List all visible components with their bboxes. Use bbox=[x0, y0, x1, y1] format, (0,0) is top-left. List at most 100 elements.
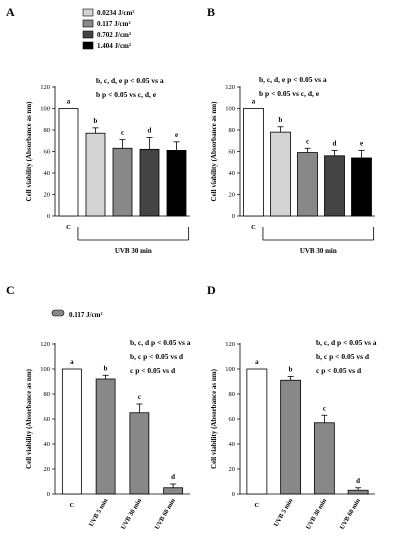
y-tick-label: 20 bbox=[44, 466, 51, 473]
y-tick-label: 0 bbox=[47, 491, 50, 498]
stat-annotation: b, c, d p < 0.05 vs a bbox=[130, 338, 191, 347]
legend-label-4: 1.404 J/cm² bbox=[97, 42, 131, 50]
category-label: C bbox=[66, 224, 71, 231]
chart-panel-c: 0 20 40 60 80 100 120 Cell viability (Absorbanc… bbox=[25, 338, 191, 531]
panel-letter-c: C bbox=[6, 283, 15, 297]
legend-swatch-2 bbox=[82, 19, 94, 28]
stat-annotation: b, c, d, e p < 0.05 vs a bbox=[259, 75, 327, 84]
bar-label: d bbox=[171, 473, 175, 481]
y-tick-label: 100 bbox=[40, 106, 50, 113]
bar-label: c bbox=[306, 137, 309, 145]
category-label: C bbox=[70, 502, 75, 509]
legend-label-2: 0.117 J/cm² bbox=[97, 20, 131, 28]
bar-label: b bbox=[279, 116, 283, 124]
bar bbox=[61, 368, 82, 495]
bar bbox=[280, 379, 302, 495]
bar bbox=[112, 147, 133, 217]
legend-label-1: 0.0234 J/cm² bbox=[97, 9, 134, 17]
bar-label: c bbox=[323, 404, 326, 412]
bar bbox=[163, 487, 184, 495]
panel-letter-d: D bbox=[207, 283, 216, 297]
bar-label: d bbox=[148, 127, 152, 135]
y-tick-label: 0 bbox=[47, 213, 50, 220]
y-tick-label: 60 bbox=[44, 149, 51, 156]
y-tick-label: 20 bbox=[44, 192, 51, 199]
bar-label: e bbox=[175, 131, 178, 139]
category-label: UVB 5 min bbox=[273, 497, 295, 528]
bar-label: e bbox=[360, 139, 363, 147]
y-tick-label: 80 bbox=[229, 127, 236, 134]
legend-top: 0.0234 J/cm² 0.117 J/cm² 0.702 J/cm² 1.4… bbox=[82, 8, 134, 50]
bar bbox=[313, 422, 335, 495]
bar-label: b bbox=[94, 117, 98, 125]
y-tick-label: 40 bbox=[229, 441, 236, 448]
category-label: C bbox=[255, 502, 260, 509]
bar bbox=[58, 108, 79, 217]
stat-annotation: c p < 0.05 vs d bbox=[316, 366, 362, 375]
y-axis-label: Cell viability (Absorbance as nm) bbox=[25, 101, 33, 202]
y-tick-label: 0 bbox=[232, 213, 235, 220]
stat-annotation: b p < 0.05 vs c, d, e bbox=[96, 90, 157, 99]
bar-label: b bbox=[289, 366, 293, 374]
y-axis-label: Cell viability (Absorbance as nm) bbox=[210, 368, 218, 469]
panel-letter-a: A bbox=[6, 5, 15, 19]
legend-swatch-3 bbox=[82, 30, 94, 39]
bar bbox=[324, 155, 345, 217]
stat-annotation: b, c, d p < 0.05 vs a bbox=[316, 338, 377, 347]
bar bbox=[243, 108, 264, 217]
y-tick-label: 80 bbox=[44, 127, 51, 134]
bar bbox=[270, 131, 291, 217]
bar bbox=[166, 150, 187, 217]
y-tick-label: 80 bbox=[229, 391, 236, 398]
bar bbox=[347, 489, 369, 495]
y-tick-label: 120 bbox=[225, 84, 235, 91]
y-tick-label: 60 bbox=[44, 416, 51, 423]
y-tick-label: 120 bbox=[40, 341, 50, 348]
bar-label: c bbox=[138, 393, 141, 401]
bar-label: b bbox=[104, 364, 108, 372]
group-label: UVB 30 min bbox=[300, 247, 337, 255]
stat-annotation: b, c p < 0.05 vs d bbox=[130, 352, 184, 361]
y-tick-label: 40 bbox=[44, 170, 51, 177]
y-tick-label: 20 bbox=[229, 192, 236, 199]
bar-label: a bbox=[252, 98, 256, 106]
y-tick-label: 40 bbox=[229, 170, 236, 177]
y-tick-label: 20 bbox=[229, 466, 236, 473]
bar-label: c bbox=[121, 129, 124, 137]
y-tick-label: 40 bbox=[44, 441, 51, 448]
bar-label: a bbox=[70, 358, 74, 366]
legend-swatch-1 bbox=[82, 8, 94, 17]
y-tick-label: 100 bbox=[225, 106, 235, 113]
category-label: UVB 60 min bbox=[339, 497, 362, 531]
category-label: UVB 30 min bbox=[120, 497, 143, 531]
bar bbox=[129, 412, 150, 495]
y-axis-label: Cell viability (Absorbance as nm) bbox=[210, 101, 218, 202]
legend-swatch-4 bbox=[82, 41, 94, 50]
bar-label: d bbox=[333, 139, 337, 147]
legend-label-3: 0.702 J/cm² bbox=[97, 31, 131, 39]
y-tick-label: 0 bbox=[232, 491, 235, 498]
category-label: UVB 30 min bbox=[305, 497, 328, 531]
bar bbox=[139, 148, 160, 217]
stat-annotation: c p < 0.05 vs d bbox=[130, 366, 176, 375]
y-tick-label: 120 bbox=[225, 341, 235, 348]
bar bbox=[297, 152, 318, 217]
bar-label: a bbox=[67, 98, 71, 106]
bar-label: d bbox=[356, 477, 360, 485]
y-tick-label: 60 bbox=[229, 149, 236, 156]
group-label: UVB 30 min bbox=[115, 247, 152, 255]
y-tick-label: 80 bbox=[44, 391, 51, 398]
y-tick-label: 120 bbox=[40, 84, 50, 91]
category-label: C bbox=[251, 224, 256, 231]
stat-annotation: b p < 0.05 vs c, d, e bbox=[259, 89, 320, 98]
category-label: UVB 5 min bbox=[88, 497, 110, 528]
y-tick-label: 60 bbox=[229, 416, 236, 423]
legend-bottom: 0.117 J/cm² bbox=[51, 309, 103, 319]
category-label: UVB 60 min bbox=[154, 497, 177, 531]
y-axis-label: Cell viability (Absorbance as nm) bbox=[25, 368, 33, 469]
chart-panel-d: 0 20 40 60 80 100 120 Cell viability (Absorbanc… bbox=[210, 338, 377, 531]
bar bbox=[246, 368, 268, 495]
bar bbox=[85, 132, 106, 217]
legend-label-bottom: 0.117 J/cm² bbox=[69, 311, 103, 319]
